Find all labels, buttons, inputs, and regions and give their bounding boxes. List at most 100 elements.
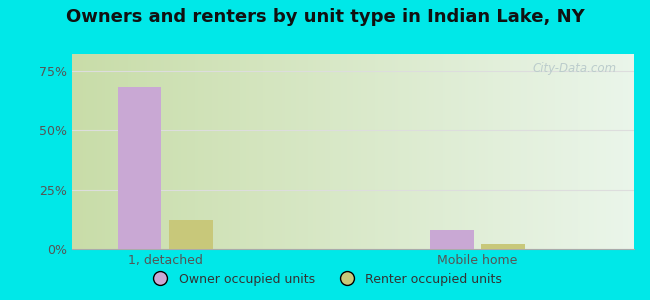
Bar (482, 54, 485, 249)
Text: Owners and renters by unit type in Indian Lake, NY: Owners and renters by unit type in India… (66, 8, 584, 26)
Bar (594, 54, 597, 249)
Bar (432, 54, 434, 249)
Bar (485, 54, 488, 249)
Bar (220, 54, 224, 249)
Bar (561, 54, 564, 249)
Bar (361, 54, 364, 249)
Bar (608, 54, 611, 249)
Bar (400, 54, 403, 249)
Bar (389, 54, 392, 249)
Bar (139, 54, 142, 249)
Bar (161, 54, 164, 249)
Bar (316, 54, 319, 249)
Bar (558, 54, 561, 249)
Bar (575, 54, 577, 249)
Bar (291, 54, 294, 249)
Bar (527, 54, 530, 249)
Bar (499, 54, 502, 249)
Bar (257, 54, 260, 249)
Bar (519, 54, 521, 249)
Bar (224, 54, 226, 249)
Bar (209, 54, 212, 249)
Bar (445, 54, 448, 249)
Bar (462, 54, 465, 249)
Bar (305, 54, 307, 249)
Bar (190, 54, 192, 249)
Bar (164, 54, 167, 249)
Bar (131, 54, 133, 249)
Bar (91, 54, 94, 249)
Bar (538, 54, 541, 249)
Bar (457, 54, 460, 249)
Bar (229, 54, 232, 249)
Bar (122, 54, 125, 249)
Bar (358, 54, 361, 249)
Bar (488, 54, 490, 249)
Bar (364, 54, 367, 249)
Bar (493, 54, 496, 249)
Bar (83, 54, 86, 249)
Bar (415, 54, 417, 249)
Bar (437, 54, 440, 249)
Bar (322, 54, 324, 249)
Bar (434, 54, 437, 249)
Bar (88, 54, 91, 249)
Bar (468, 54, 471, 249)
Bar (386, 54, 389, 249)
Bar (207, 54, 209, 249)
Bar (606, 54, 608, 249)
Bar (80, 54, 83, 249)
Bar (311, 54, 313, 249)
Bar (507, 54, 510, 249)
Bar (142, 54, 144, 249)
Legend: Owner occupied units, Renter occupied units: Owner occupied units, Renter occupied un… (143, 268, 507, 291)
Bar (173, 54, 176, 249)
Bar (159, 54, 161, 249)
Bar (288, 54, 291, 249)
Bar (265, 54, 268, 249)
Bar (395, 54, 398, 249)
Bar (547, 54, 549, 249)
Bar (398, 54, 400, 249)
Bar (583, 54, 586, 249)
Bar (476, 54, 479, 249)
Bar (614, 54, 617, 249)
Bar (347, 54, 350, 249)
Bar (564, 54, 566, 249)
Bar (97, 54, 99, 249)
Bar (248, 54, 252, 249)
Bar (243, 54, 246, 249)
Bar (218, 54, 220, 249)
Bar (625, 54, 628, 249)
Bar (409, 54, 411, 249)
Bar (341, 54, 344, 249)
Bar (536, 54, 538, 249)
Bar (148, 54, 150, 249)
Bar (285, 54, 288, 249)
Bar (167, 54, 170, 249)
Bar (252, 54, 254, 249)
Bar (72, 54, 74, 249)
Bar (169, 220, 213, 249)
Bar (277, 54, 280, 249)
Bar (296, 54, 299, 249)
Bar (628, 54, 631, 249)
Bar (460, 54, 462, 249)
Bar (430, 230, 474, 249)
Bar (178, 54, 181, 249)
Bar (307, 54, 311, 249)
Bar (133, 54, 136, 249)
Bar (577, 54, 580, 249)
Bar (114, 54, 116, 249)
Bar (541, 54, 544, 249)
Bar (479, 54, 482, 249)
Text: City-Data.com: City-Data.com (533, 62, 617, 75)
Bar (592, 54, 594, 249)
Bar (116, 54, 120, 249)
Bar (381, 54, 384, 249)
Bar (153, 54, 156, 249)
Bar (333, 54, 336, 249)
Bar (271, 54, 274, 249)
Bar (150, 54, 153, 249)
Bar (280, 54, 282, 249)
